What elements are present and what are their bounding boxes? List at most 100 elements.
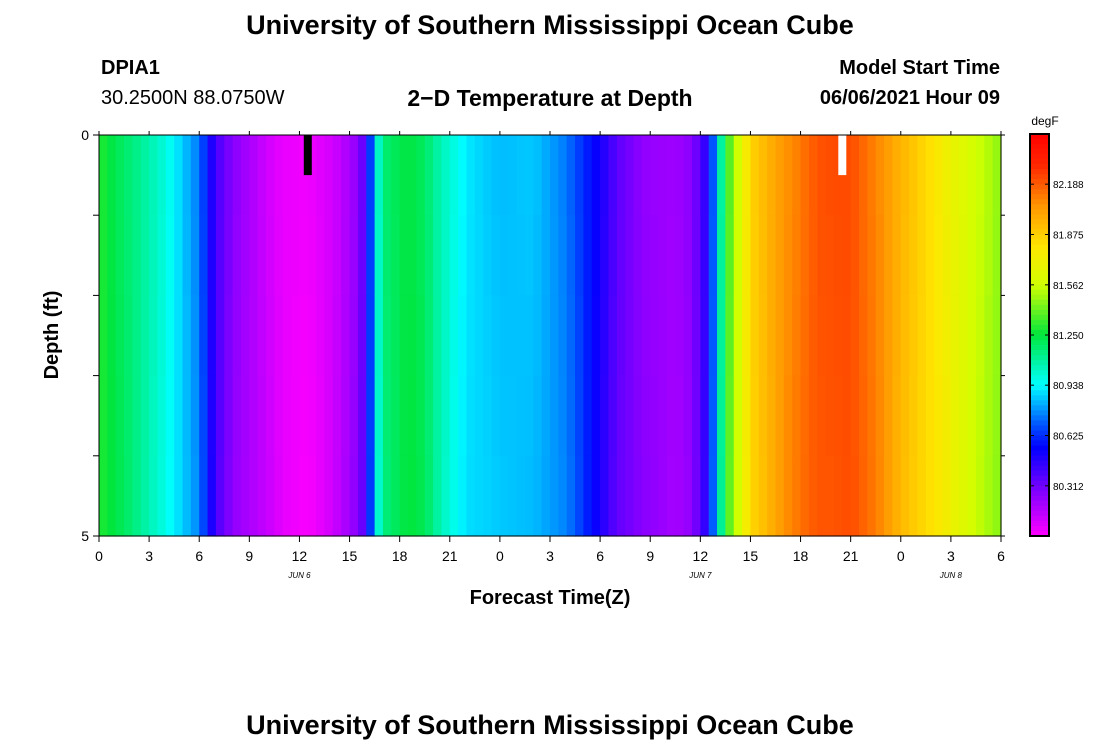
heatmap-cell [299, 215, 309, 296]
heatmap-cell [708, 135, 718, 216]
heatmap-cell [700, 375, 710, 457]
heatmap-cell [942, 135, 952, 216]
colorbar-segment [1030, 495, 1049, 502]
heatmap-cell [842, 295, 852, 377]
heatmap-cell [307, 455, 317, 537]
heatmap-cell [408, 215, 417, 296]
x-tick-label: 6 [596, 548, 604, 564]
date-label: JUN 6 [287, 571, 311, 580]
heatmap-cell [224, 455, 234, 537]
heatmap-cell [967, 215, 977, 296]
heatmap-cell [399, 375, 409, 457]
heatmap-cell [817, 375, 827, 457]
heatmap-cell [232, 295, 242, 377]
heatmap-cell [691, 215, 701, 296]
heatmap-cell [641, 375, 651, 457]
heatmap-cell [324, 375, 334, 457]
heatmap-cell [140, 375, 150, 457]
colorbar-segment [1030, 224, 1049, 231]
heatmap-cell [842, 375, 852, 457]
colorbar-tick-label: 80.938 [1053, 381, 1084, 392]
heatmap-cell [316, 215, 326, 296]
x-tick-label: 21 [843, 548, 859, 564]
heatmap-cell [149, 455, 159, 537]
heatmap-cell [666, 455, 676, 537]
heatmap-cell [909, 455, 919, 537]
heatmap-cell [808, 215, 818, 296]
colorbar-segment [1030, 274, 1049, 281]
heatmap-cell [174, 215, 184, 296]
colorbar-segment [1030, 455, 1049, 462]
heatmap-cell [942, 455, 952, 537]
heatmap-cell [625, 455, 635, 537]
heatmap-cell [533, 215, 543, 296]
heatmap-cell [240, 375, 250, 457]
heatmap-cell [374, 375, 384, 457]
heatmap-cell [374, 295, 384, 377]
heatmap-cell [132, 375, 142, 457]
colorbar-segment [1030, 435, 1049, 442]
heatmap-cell [190, 375, 200, 457]
heatmap-cell [349, 375, 359, 457]
heatmap-cell [925, 295, 935, 377]
heatmap-cell [758, 455, 768, 537]
heatmap-cell [115, 375, 125, 457]
heatmap-cell [174, 135, 184, 216]
heatmap-cell [817, 455, 827, 537]
heatmap-cell [341, 295, 351, 377]
heatmap-cell [491, 295, 501, 377]
x-tick-label: 18 [793, 548, 809, 564]
colorbar-segment [1030, 365, 1049, 371]
heatmap-cell [357, 295, 367, 377]
heatmap-cell [767, 295, 777, 377]
heatmap-cell [859, 215, 868, 296]
colorbar-segment [1030, 304, 1049, 311]
heatmap-cell [399, 295, 409, 377]
heatmap-cell [842, 215, 852, 296]
heatmap-cell [541, 455, 551, 537]
heatmap-cell [99, 455, 108, 537]
heatmap-cell [733, 215, 743, 296]
heatmap-cell [458, 135, 468, 216]
heatmap-cell [499, 215, 509, 296]
heatmap-cell [708, 455, 718, 537]
colorbar: 82.188 81.875 81.562 81.250 80.938 80.625 80.3… [1029, 133, 1084, 537]
heatmap-cell [382, 455, 392, 537]
heatmap-cell [558, 135, 568, 216]
heatmap-cell [758, 215, 768, 296]
colorbar-segment [1030, 169, 1049, 175]
heatmap-cell [224, 295, 234, 377]
heatmap-cell [875, 135, 885, 216]
heatmap-cell [416, 455, 426, 537]
heatmap-cell [633, 215, 643, 296]
colorbar-segment [1030, 510, 1049, 517]
heatmap-cell [633, 375, 643, 457]
heatmap-cell [691, 455, 701, 537]
heatmap-cell [474, 215, 484, 296]
heatmap-cell [950, 215, 960, 296]
heatmap-cell [199, 295, 209, 377]
heatmap-cell [917, 215, 927, 296]
heatmap-cell [458, 375, 468, 457]
heatmap-cell [491, 215, 501, 296]
heatmap-cell [190, 455, 200, 537]
heatmap-cell [909, 215, 919, 296]
heatmap-cell [783, 455, 793, 537]
heatmap-cell [533, 455, 543, 537]
heatmap-cell [616, 375, 626, 457]
heatmap-cell [249, 215, 259, 296]
heatmap-cell [850, 455, 860, 537]
heatmap-cell [341, 375, 351, 457]
x-tick-label: 12 [693, 548, 709, 564]
colorbar-segment [1030, 214, 1049, 221]
heatmap-cell [174, 375, 184, 457]
heatmap-cell [717, 135, 726, 216]
heatmap-cell [884, 455, 894, 537]
heatmap-cell [282, 455, 292, 537]
heatmap-cell [140, 135, 150, 216]
heatmap-cell [550, 295, 559, 377]
heatmap-cells [99, 135, 1002, 537]
colorbar-segment [1030, 324, 1049, 331]
heatmap-cell [433, 135, 443, 216]
